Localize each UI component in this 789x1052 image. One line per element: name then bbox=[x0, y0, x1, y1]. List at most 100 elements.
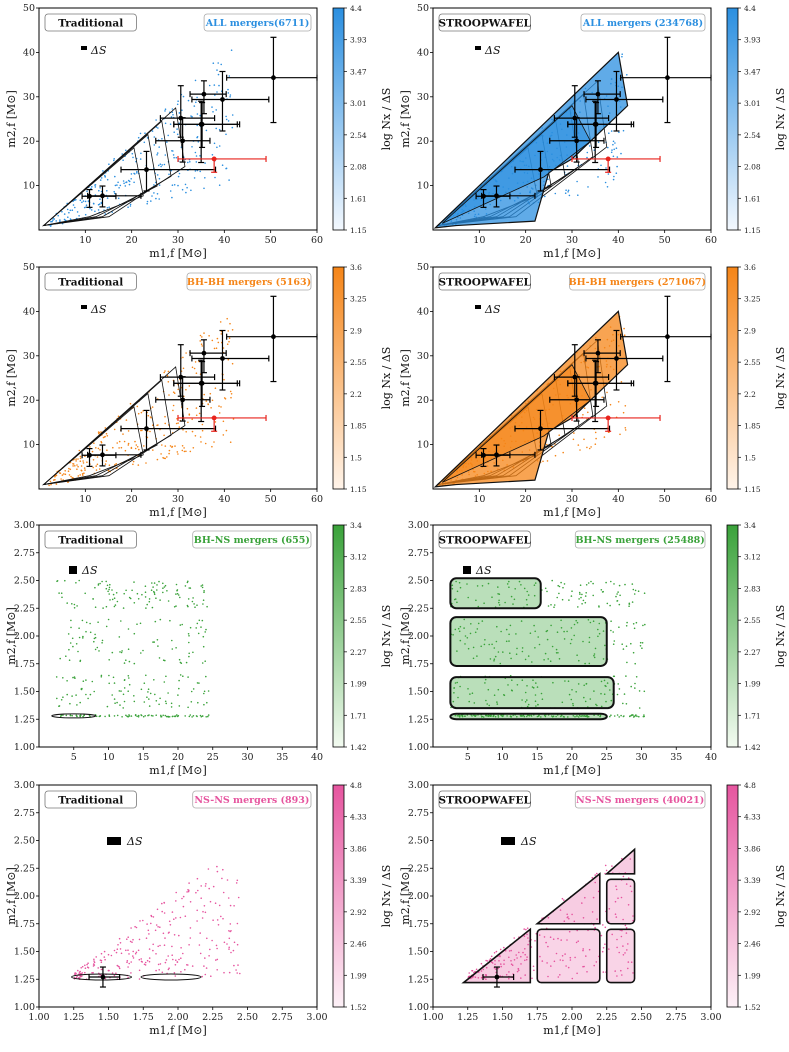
scatter-point bbox=[61, 474, 64, 476]
scatter-point bbox=[217, 73, 220, 76]
legend-label: ALL mergers(6711) bbox=[205, 18, 310, 29]
method-badge: STROOPWAFEL bbox=[438, 277, 531, 289]
scatter-point bbox=[622, 918, 624, 921]
scatter-point bbox=[582, 949, 584, 952]
scatter-point bbox=[622, 648, 625, 650]
scatter-point bbox=[175, 647, 177, 649]
scatter-point bbox=[138, 938, 141, 941]
scatter-point bbox=[173, 972, 176, 974]
scatter-point bbox=[146, 923, 148, 925]
scatter-point bbox=[156, 639, 159, 641]
scatter-point bbox=[569, 642, 572, 645]
scatter-point bbox=[184, 715, 186, 717]
scatter-point bbox=[188, 715, 191, 718]
scatter-point bbox=[113, 974, 116, 977]
scatter-point bbox=[563, 583, 566, 585]
legend-box bbox=[574, 790, 706, 809]
scatter-point bbox=[158, 703, 160, 706]
scatter-point bbox=[555, 648, 558, 651]
scatter-point bbox=[524, 691, 527, 694]
colorbar-label: log Nx / ΔS bbox=[774, 347, 787, 410]
scatter-point bbox=[135, 926, 138, 929]
scatter-point bbox=[192, 651, 194, 654]
scatter-point bbox=[187, 580, 189, 583]
scatter-point bbox=[116, 948, 119, 950]
scatter-point bbox=[207, 714, 210, 716]
scatter-point bbox=[609, 715, 611, 718]
scatter-point bbox=[203, 332, 205, 334]
scatter-point bbox=[158, 969, 160, 971]
scatter-point bbox=[629, 858, 632, 860]
scatter-point bbox=[114, 604, 117, 606]
x-tick-label: 20 bbox=[520, 235, 532, 246]
colorbar-tick-label: 1.15 bbox=[744, 226, 761, 235]
y-tick-label: 2.25 bbox=[408, 863, 429, 874]
scatter-point bbox=[456, 601, 458, 604]
scatter-point bbox=[178, 112, 181, 114]
scatter-point bbox=[104, 715, 106, 718]
x-tick-label: 20 bbox=[172, 752, 184, 763]
scatter-point bbox=[103, 950, 106, 953]
colorbar-tick-label: 4.4 bbox=[350, 4, 362, 13]
scatter-point bbox=[611, 149, 613, 151]
scatter-point bbox=[562, 715, 565, 718]
x-tick-label: 2.25 bbox=[596, 1012, 617, 1023]
scatter-point bbox=[91, 450, 94, 453]
scatter-point bbox=[156, 174, 159, 176]
scatter-point bbox=[615, 916, 618, 918]
scatter-point bbox=[140, 152, 142, 155]
scatter-point bbox=[204, 973, 207, 976]
scatter-point bbox=[223, 378, 225, 381]
scatter-point bbox=[630, 642, 632, 645]
scatter-point bbox=[203, 692, 205, 695]
scatter-point bbox=[82, 635, 84, 638]
scatter-point bbox=[215, 347, 218, 350]
scatter-point bbox=[158, 198, 160, 200]
scatter-point bbox=[526, 933, 528, 936]
scatter-point bbox=[643, 592, 646, 594]
colorbar-tick-label: 2.55 bbox=[350, 616, 367, 625]
scatter-point bbox=[192, 715, 195, 717]
scatter-point bbox=[93, 637, 96, 640]
scatter-point bbox=[507, 684, 509, 686]
scatter-point bbox=[154, 693, 156, 696]
scatter-point bbox=[534, 940, 536, 942]
scatter-point bbox=[134, 440, 136, 443]
scatter-point bbox=[184, 915, 187, 917]
scatter-point bbox=[120, 620, 122, 622]
scatter-point bbox=[137, 714, 140, 717]
colorbar-tick-label: 1.61 bbox=[744, 194, 761, 203]
scatter-point bbox=[503, 963, 505, 965]
scatter-point bbox=[624, 583, 626, 586]
y-tick-label: 2.50 bbox=[408, 576, 429, 587]
scatter-point bbox=[613, 715, 616, 717]
scatter-point bbox=[583, 438, 585, 441]
scatter-point bbox=[181, 897, 183, 900]
scatter-point bbox=[558, 585, 561, 588]
scatter-point bbox=[203, 590, 205, 592]
scatter-point bbox=[225, 118, 228, 121]
scatter-point bbox=[113, 428, 116, 431]
scatter-point bbox=[621, 53, 623, 55]
scatter-point bbox=[83, 472, 85, 475]
scatter-point bbox=[117, 944, 119, 946]
scatter-point bbox=[495, 640, 498, 643]
scatter-point bbox=[521, 647, 524, 649]
scatter-point bbox=[550, 624, 552, 627]
scatter-point bbox=[122, 707, 124, 709]
scatter-point bbox=[511, 679, 513, 681]
observation-marker bbox=[574, 397, 580, 403]
scatter-point bbox=[625, 883, 628, 885]
scatter-point bbox=[602, 630, 605, 632]
scatter-point bbox=[188, 385, 191, 387]
scatter-point bbox=[555, 952, 558, 955]
scatter-point bbox=[230, 396, 232, 399]
observations bbox=[475, 295, 712, 467]
scatter-point bbox=[106, 197, 109, 199]
scatter-point bbox=[94, 633, 96, 636]
scatter-point bbox=[543, 659, 545, 661]
scatter-point bbox=[573, 623, 576, 626]
scatter-point bbox=[582, 948, 584, 950]
scatter-point bbox=[469, 632, 472, 635]
